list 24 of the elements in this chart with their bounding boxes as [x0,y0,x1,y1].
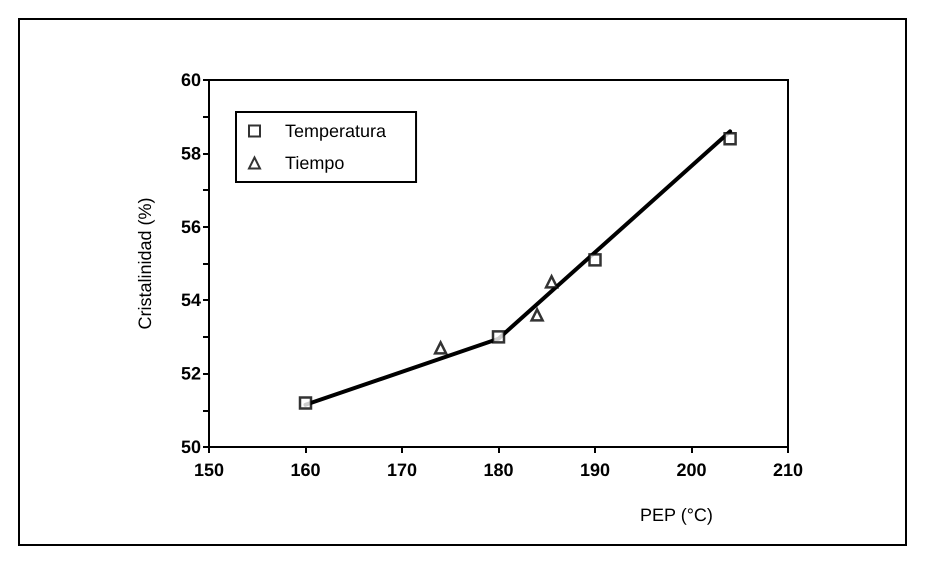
y-tick-label: 60 [180,70,201,90]
point [434,341,448,355]
x-tick-label: 170 [386,460,418,480]
x-axis-title: PEP (°C) [640,505,713,525]
x-tick-label: 210 [772,460,804,480]
y-axis-title: Cristalinidad (%) [135,197,155,330]
point [544,275,558,289]
legend-label: Temperatura [285,121,388,141]
x-tick-label: 190 [580,460,610,480]
y-tick-label: 58 [180,143,201,164]
x-tick-label: 150 [194,460,224,480]
y-tick-label: 50 [180,437,201,457]
y-tick-label: 54 [180,290,201,310]
point [298,396,312,410]
y-tick-label: 56 [180,216,201,237]
point [723,132,737,146]
legend-label: Tiempo [285,153,344,173]
x-tick-label: 160 [290,460,321,480]
y-tick-label: 52 [180,364,201,384]
point [492,330,506,344]
point [588,253,602,267]
point [530,308,544,322]
x-tick-label: 200 [676,460,707,480]
x-tick-label: 180 [483,460,514,480]
